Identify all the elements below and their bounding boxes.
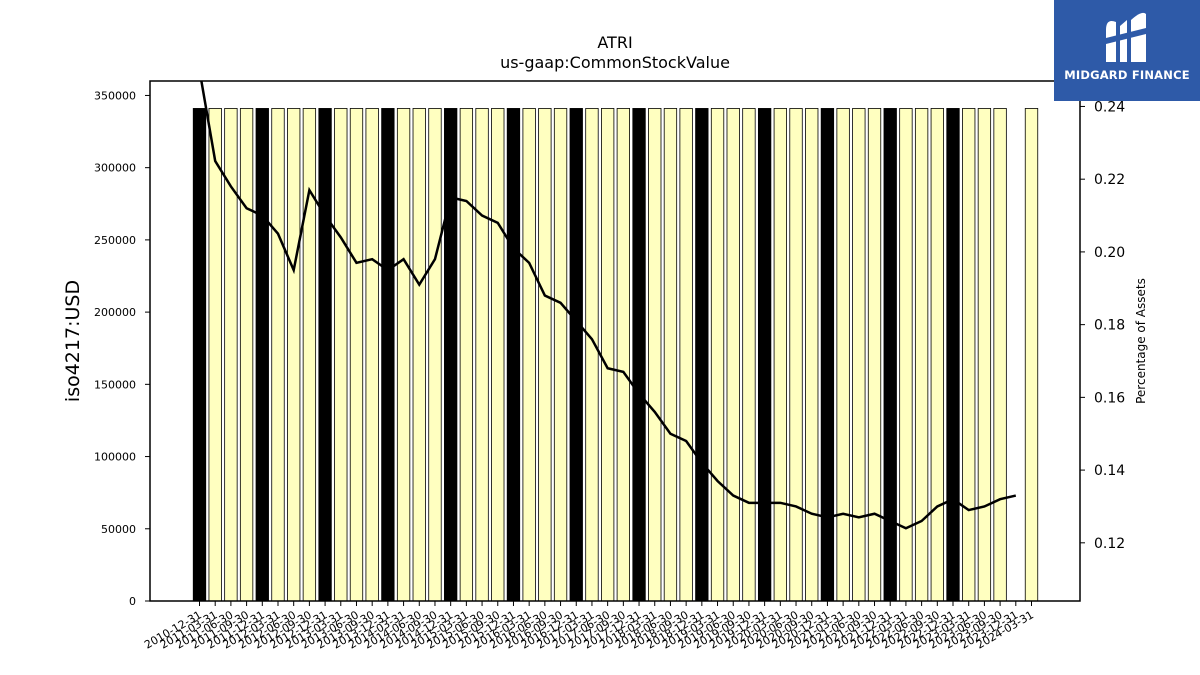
bar-2014-03-31 <box>396 108 411 602</box>
y-tick-label: 100000 <box>94 451 136 464</box>
bar-2024-03-31 <box>1024 108 1039 602</box>
y2-tick-label: 0.22 <box>1094 172 1125 188</box>
midgard-logo-icon <box>1106 12 1146 62</box>
y2-tick-label: 0.14 <box>1094 463 1125 479</box>
bar-2012-06-30 <box>287 108 301 602</box>
y2-tick-label: 0.18 <box>1094 318 1125 334</box>
y-axis-label: iso4217:USD <box>62 280 84 402</box>
bar-2021-12-31 <box>883 108 897 602</box>
bar-2010-12-31 <box>192 108 207 602</box>
bar-2021-09-30 <box>867 108 882 602</box>
bar-2016-12-31 <box>569 108 583 602</box>
bar-2021-03-31 <box>836 108 850 602</box>
bar-2015-03-31 <box>459 108 474 602</box>
y-tick-label: 50000 <box>101 523 136 536</box>
percentage-line-series <box>200 81 1017 530</box>
bar-2019-12-31 <box>757 108 772 602</box>
bar-2015-09-30 <box>491 108 505 602</box>
y2-tick-label: 0.12 <box>1094 536 1125 552</box>
y2-tick-label: 0.24 <box>1094 99 1125 115</box>
bar-2019-03-31 <box>710 108 725 602</box>
bar-2023-09-30 <box>993 108 1007 602</box>
bar-2023-03-31 <box>962 108 976 602</box>
bar-2014-12-31 <box>444 108 458 602</box>
bar-2012-03-31 <box>271 108 285 602</box>
bar-2017-06-30 <box>601 108 615 602</box>
bar-2019-06-30 <box>726 108 740 602</box>
bar-2015-06-30 <box>475 108 489 602</box>
bar-2013-12-31 <box>381 108 395 602</box>
bar-2022-09-30 <box>930 108 944 602</box>
bar-2020-03-31 <box>773 108 787 602</box>
bar-2011-03-31 <box>208 108 222 602</box>
bar-2018-06-30 <box>663 108 678 602</box>
x-axis: 2010-12-312011-03-312011-06-302011-09-30… <box>142 601 1036 652</box>
bar-2012-09-30 <box>302 108 317 602</box>
y2-tick-label: 0.20 <box>1094 245 1125 261</box>
percentage-of-assets-line <box>200 81 1017 530</box>
bar-2016-06-30 <box>538 108 552 602</box>
bar-2017-09-30 <box>616 108 630 602</box>
bar-2020-09-30 <box>805 108 819 602</box>
y-tick-label: 150000 <box>94 378 136 391</box>
bar-2017-03-31 <box>585 108 599 602</box>
chart-title: ATRI <box>597 33 632 52</box>
bar-2020-12-31 <box>820 108 835 602</box>
y-tick-label: 300000 <box>94 162 136 175</box>
y-axis-left: 0 50000 100000 150000 200000 250000 300000 3500… <box>94 89 150 608</box>
plot-area-frame <box>149 80 1081 602</box>
bar-2016-09-30 <box>553 108 568 602</box>
bar-2013-09-30 <box>365 108 379 602</box>
y2-axis-label: Percentage of Assets <box>1134 278 1148 404</box>
bar-2019-09-30 <box>742 108 756 602</box>
bar-2014-06-30 <box>412 108 426 602</box>
y-tick-label: 350000 <box>94 89 136 102</box>
bar-2020-06-30 <box>789 108 803 602</box>
y-tick-label: 250000 <box>94 234 136 247</box>
bar-2014-09-30 <box>428 108 442 602</box>
y-tick-label: 200000 <box>94 306 136 319</box>
bar-2017-12-31 <box>632 108 646 602</box>
bar-2013-06-30 <box>349 108 364 602</box>
bar-2022-12-31 <box>946 108 960 602</box>
bar-2018-09-30 <box>679 108 693 602</box>
bar-2018-03-31 <box>648 108 662 602</box>
chart-subtitle: us-gaap:CommonStockValue <box>500 53 730 72</box>
y-tick-label: 0 <box>129 595 136 608</box>
bar-2011-12-31 <box>255 108 269 602</box>
y-axis-right: 0.12 0.14 0.16 0.18 0.20 0.22 0.24 <box>1080 99 1125 552</box>
midgard-finance-logo: MIDGARD FINANCE <box>1054 0 1200 101</box>
bar-2018-12-31 <box>695 108 709 602</box>
bar-2012-12-31 <box>318 108 332 602</box>
bar-2021-06-30 <box>852 108 866 602</box>
bar-2015-12-31 <box>506 108 521 602</box>
logo-text: MIDGARD FINANCE <box>1064 68 1190 82</box>
bar-2013-03-31 <box>334 108 348 602</box>
bar-2011-09-30 <box>239 108 254 602</box>
bar-2011-06-30 <box>224 108 238 602</box>
bar-2023-06-30 <box>977 108 992 602</box>
bar-2016-03-31 <box>522 108 536 602</box>
bar-2022-06-30 <box>914 108 929 602</box>
y2-tick-label: 0.16 <box>1094 390 1125 406</box>
